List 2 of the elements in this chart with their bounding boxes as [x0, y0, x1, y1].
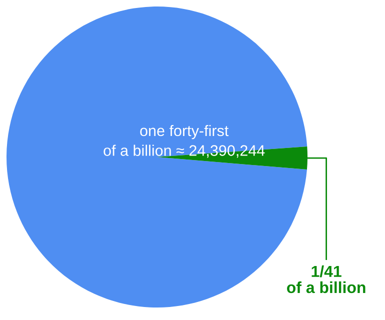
- slice-label: 1/41 of a billion: [287, 265, 366, 294]
- pie-slice: [6, 6, 308, 308]
